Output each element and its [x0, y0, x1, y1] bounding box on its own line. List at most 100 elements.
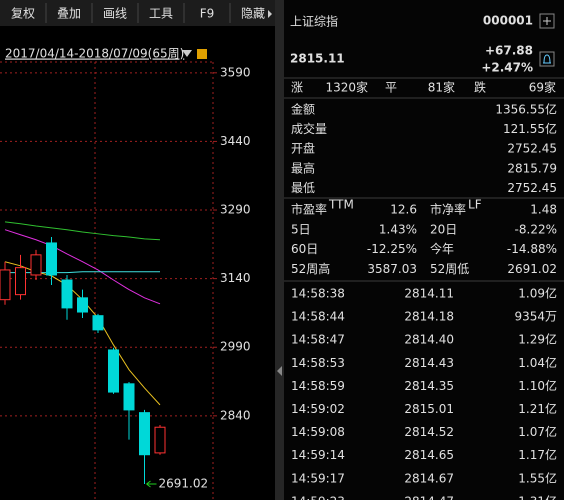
- ratio-value: -12.25%: [367, 242, 417, 256]
- stat-value: 2752.45: [507, 142, 557, 156]
- trade-time: 14:58:44: [291, 310, 345, 324]
- trade-time: 14:59:17: [291, 471, 345, 485]
- divider: [275, 0, 284, 500]
- trade-time: 14:58:38: [291, 287, 345, 301]
- candle-body: [77, 297, 88, 313]
- trade-price: 2814.11: [404, 287, 454, 301]
- breadth-value: 81家: [428, 80, 455, 95]
- candle-body: [92, 315, 104, 331]
- trade-time: 14:59:23: [291, 494, 345, 500]
- y-tick-label: 3290: [220, 203, 251, 217]
- candle-body: [46, 242, 57, 276]
- panel-borders: [284, 77, 564, 282]
- breadth-label: 涨: [291, 80, 303, 95]
- trade-volume: 1.04亿: [518, 355, 557, 370]
- price: 2815.11: [290, 52, 345, 66]
- trade-volume: 1.17亿: [518, 447, 557, 462]
- ratio-value: 3587.03: [367, 262, 417, 276]
- breadth-label: 平: [385, 81, 397, 95]
- ratio-value: 1.48: [530, 203, 557, 217]
- add-icon: [543, 17, 551, 25]
- toolbar-button[interactable]: 工具: [149, 7, 173, 21]
- period-label[interactable]: 2017/04/14-2018/07/09(65周): [5, 47, 184, 61]
- moving-average: [4, 221, 161, 241]
- trade-price: 2814.47: [404, 494, 454, 500]
- ratio-label: 市净率: [430, 202, 466, 217]
- y-tick-label: 3140: [220, 271, 251, 285]
- index-code: 000001: [483, 14, 533, 28]
- ratio-label: 52周高: [291, 261, 330, 276]
- change-pct: +2.47%: [481, 61, 533, 75]
- ratio-label: 市盈率: [291, 202, 327, 217]
- quote-panel: [284, 0, 564, 500]
- y-tick-label: 2990: [220, 340, 251, 354]
- trade-time: 14:59:02: [291, 402, 345, 416]
- hide-arrow: [268, 10, 272, 18]
- trade-time: 14:59:08: [291, 425, 345, 439]
- trade-price: 2815.01: [404, 402, 454, 416]
- trade-price: 2814.43: [404, 356, 454, 370]
- candle-body: [0, 269, 11, 301]
- change: +67.88: [485, 44, 533, 58]
- trade-price: 2814.52: [404, 425, 454, 439]
- trade-volume: 1.10亿: [518, 378, 557, 393]
- trade-time: 14:59:14: [291, 448, 345, 462]
- trade-volume: 1.09亿: [518, 286, 557, 301]
- add-button[interactable]: [539, 13, 555, 29]
- trade-volume: 1.29亿: [518, 332, 557, 347]
- alert-button[interactable]: [539, 51, 555, 67]
- stat-label: 成交量: [291, 121, 327, 136]
- bell-icon: [543, 54, 551, 64]
- toolbar-button[interactable]: 隐藏: [241, 7, 265, 21]
- toolbar-button[interactable]: 复权: [11, 7, 35, 21]
- stat-value: 2752.45: [507, 181, 557, 195]
- lock-icon[interactable]: [197, 49, 207, 59]
- candle-body: [30, 254, 42, 276]
- trade-volume: 9354万: [514, 310, 557, 324]
- stat-value: 2815.79: [507, 161, 557, 175]
- trade-volume: 1.31亿: [518, 493, 557, 500]
- trade-volume: 1.21亿: [518, 401, 557, 416]
- ratio-value: 12.6: [390, 203, 417, 217]
- ratio-label: 5日: [291, 222, 311, 236]
- ratio-value: -8.22%: [515, 222, 557, 236]
- y-tick-label: 2840: [220, 408, 251, 422]
- trade-price: 2814.18: [404, 310, 454, 324]
- ratio-value: 1.43%: [379, 222, 417, 236]
- ratio-label: 今年: [430, 241, 454, 256]
- stat-label: 最低: [291, 181, 315, 195]
- trade-price: 2814.40: [404, 333, 454, 347]
- period-dropdown[interactable]: [182, 50, 192, 57]
- trade-price: 2814.35: [404, 379, 454, 393]
- index-name: 上证综指: [290, 14, 338, 29]
- stat-label: 最高: [291, 160, 315, 175]
- moving-average: [4, 229, 161, 305]
- stat-label: 开盘: [291, 141, 315, 156]
- breadth-label: 跌: [474, 80, 486, 95]
- candle-body: [108, 349, 119, 393]
- low-label: 2691.02: [159, 476, 209, 490]
- y-tick-label: 3590: [220, 65, 251, 79]
- collapse-arrow[interactable]: [277, 366, 282, 376]
- toolbar-button[interactable]: 叠加: [57, 7, 81, 21]
- stat-label: 金额: [291, 102, 315, 117]
- breadth-value: 1320家: [325, 80, 368, 95]
- trade-volume: 1.07亿: [518, 424, 557, 439]
- trade-time: 14:58:53: [291, 356, 345, 370]
- toolbar-button[interactable]: F9: [200, 7, 215, 21]
- trade-price: 2814.65: [404, 448, 454, 462]
- y-tick-label: 3440: [220, 134, 251, 148]
- candle-body: [154, 426, 166, 454]
- ratio-value: -14.88%: [507, 242, 557, 256]
- ratio-label-sup: LF: [468, 198, 482, 212]
- candle-body: [15, 267, 26, 296]
- ratio-label: 20日: [430, 222, 457, 236]
- trade-price: 2814.67: [404, 471, 454, 485]
- trade-time: 14:58:47: [291, 333, 345, 347]
- candle-body: [139, 412, 150, 456]
- ratio-label-sup: TTM: [328, 198, 354, 212]
- breadth-value: 69家: [529, 80, 556, 95]
- toolbar-button[interactable]: 画线: [103, 7, 127, 21]
- low-arrow: [146, 480, 157, 488]
